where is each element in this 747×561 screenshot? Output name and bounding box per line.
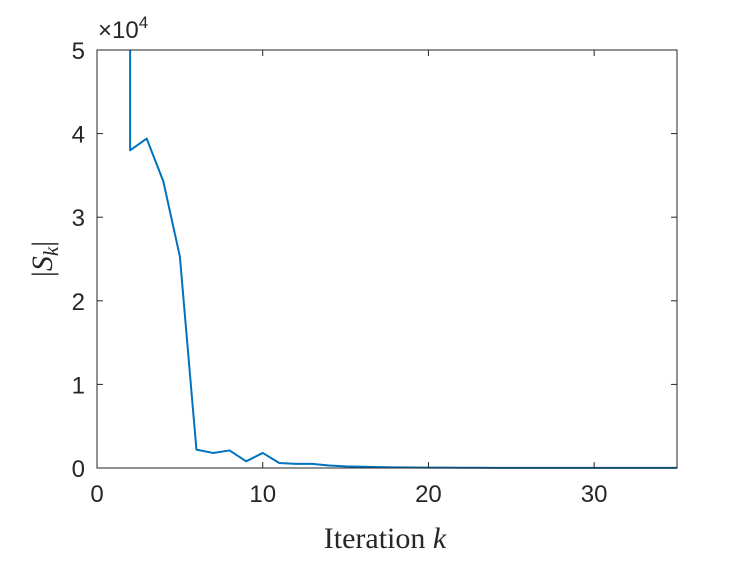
y-tick-label: 5 [72, 38, 85, 65]
y-tick-label: 1 [72, 372, 85, 399]
y-axis-exponent-label: ×104 [98, 13, 148, 44]
series-line [129, 50, 677, 469]
y-tick-label: 3 [72, 205, 85, 232]
y-tick-label: 0 [72, 456, 85, 483]
x-tick-label: 20 [415, 481, 442, 508]
y-tick-label: 4 [72, 122, 85, 149]
x-tick-label: 0 [90, 481, 103, 508]
x-axis-label: Iteration k [324, 522, 447, 555]
x-tick-label: 30 [581, 481, 608, 508]
y-tick-label: 2 [72, 289, 85, 316]
y-axis-label: |Sk| [26, 241, 63, 277]
axes-box [96, 49, 678, 469]
x-tick-label: 10 [249, 481, 276, 508]
